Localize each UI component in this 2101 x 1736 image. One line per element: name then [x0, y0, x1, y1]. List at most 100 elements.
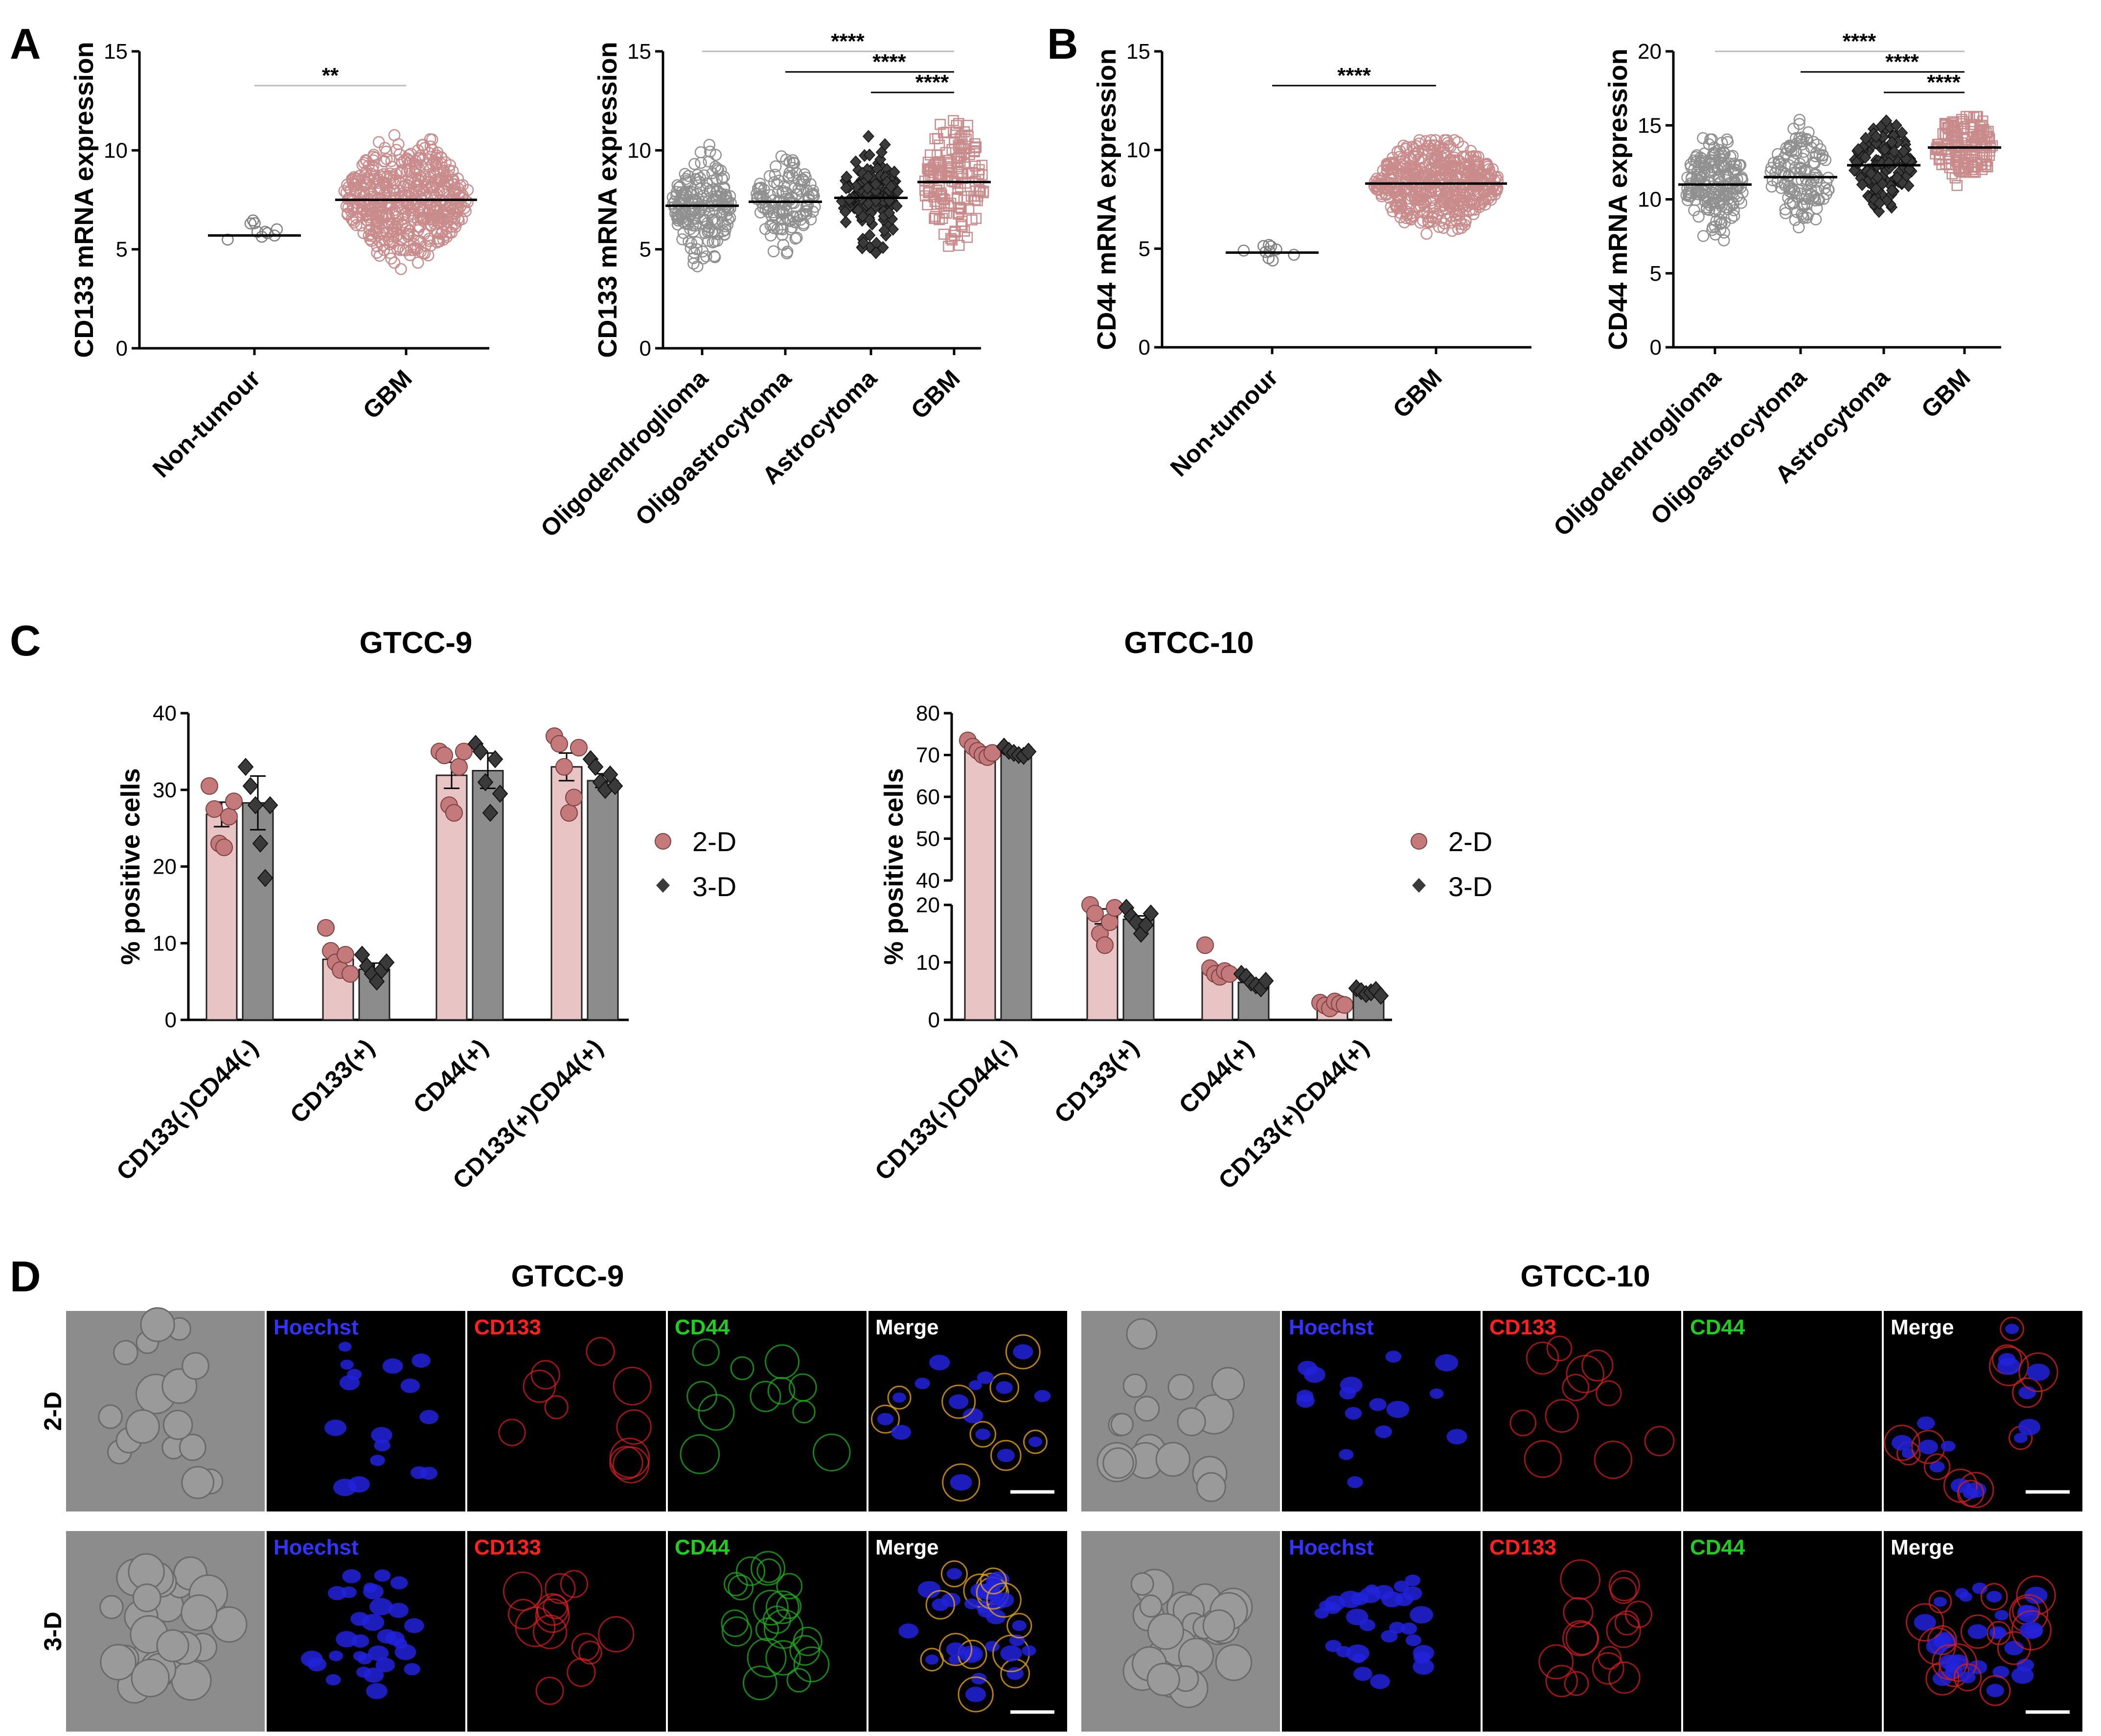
- data-point: [1460, 215, 1472, 228]
- membrane-signal: [786, 1668, 811, 1693]
- micrograph-background: [1282, 1531, 1481, 1732]
- data-point: [341, 179, 353, 191]
- data-point: [780, 154, 793, 166]
- nucleus: [370, 1455, 385, 1466]
- data-point: [1381, 158, 1393, 170]
- membrane-signal: [730, 1356, 754, 1380]
- data-point: [1949, 172, 1961, 184]
- cell-outline: [98, 1404, 123, 1429]
- data-point: [402, 230, 414, 243]
- data-point: [1431, 148, 1443, 160]
- data-point: [1387, 169, 1400, 181]
- data-point: [1968, 166, 1979, 177]
- nucleus: [1891, 1435, 1913, 1451]
- data-point: [1391, 199, 1403, 212]
- data-point: [700, 250, 712, 263]
- data-point: [446, 211, 458, 224]
- data-point: [769, 168, 781, 181]
- micrograph-cd133: CD133: [467, 1311, 666, 1511]
- data-point: [1876, 177, 1889, 191]
- data-point: [1779, 179, 1791, 191]
- membrane-signal: [1596, 1380, 1622, 1406]
- nucleus: [1963, 1488, 1979, 1499]
- cell-outline: [132, 1583, 161, 1612]
- membrane-signal: [544, 1395, 569, 1420]
- data-point: [864, 228, 876, 242]
- data-point: [956, 219, 967, 230]
- x-category-label: Non-tumour: [147, 364, 266, 483]
- data-point: [387, 235, 399, 248]
- data-point: [262, 796, 278, 814]
- data-point: [356, 202, 368, 215]
- data-point: [1425, 162, 1437, 175]
- data-point: [1796, 208, 1808, 221]
- data-point: [1779, 203, 1791, 216]
- nucleus: [1314, 1608, 1329, 1619]
- data-point: [255, 230, 268, 243]
- data-point: [1420, 227, 1433, 240]
- micrograph-cd44: CD44: [1683, 1311, 1882, 1511]
- data-point: [919, 184, 931, 196]
- y-tick-label: 40: [916, 869, 940, 893]
- data-point: [883, 206, 895, 220]
- data-point: [1716, 150, 1729, 162]
- nucleus: [388, 1602, 409, 1618]
- nucleus: [374, 1439, 390, 1452]
- data-point: [1716, 136, 1728, 149]
- merged-signal: [1939, 1643, 1977, 1682]
- nucleus: [1435, 1354, 1459, 1372]
- x-category-label: CD44(+): [1174, 1034, 1259, 1119]
- series-non-tumour: [208, 214, 301, 246]
- data-point: [348, 216, 360, 229]
- nucleus: [1346, 1608, 1369, 1625]
- data-point: [961, 232, 973, 243]
- data-point: [957, 173, 969, 184]
- data-point: [1426, 191, 1439, 204]
- bar: [1000, 752, 1032, 1021]
- data-point: [683, 235, 695, 248]
- data-point: [770, 160, 782, 173]
- merged-signal: [958, 1676, 994, 1713]
- y-tick-label: 10: [153, 931, 177, 955]
- nucleus: [362, 1614, 385, 1631]
- y-tick-label: 50: [916, 827, 940, 851]
- merged-signal: [1980, 1675, 2011, 1706]
- data-point: [942, 155, 953, 166]
- data-point: [368, 170, 381, 182]
- series-gbm: [1928, 111, 2001, 191]
- data-point: [1807, 135, 1820, 148]
- bar-group-3-d: [996, 737, 1037, 1021]
- bar-group-3-d: [1348, 979, 1389, 1021]
- data-point: [680, 189, 692, 201]
- nucleus: [1339, 1449, 1354, 1460]
- data-point: [1932, 143, 1944, 155]
- data-point: [1852, 143, 1864, 156]
- nucleus: [977, 1371, 994, 1384]
- data-point: [919, 190, 931, 202]
- chart-c1-gtcc9-bars: GTCC-9 0 10 20 30 40 % positive cells CD133(-)C…: [111, 626, 736, 1195]
- nucleus: [366, 1683, 388, 1699]
- data-point: [1859, 151, 1872, 164]
- membrane-signal: [1565, 1622, 1599, 1655]
- nucleus: [917, 1581, 941, 1598]
- nucleus: [1022, 1645, 1036, 1656]
- bar-group-3-d: [467, 735, 508, 1021]
- nucleus: [1918, 1440, 1938, 1455]
- data-point: [374, 235, 386, 248]
- nucleus: [1375, 1425, 1392, 1439]
- data-point: [689, 173, 702, 185]
- data-point: [1817, 193, 1830, 205]
- data-point: [1699, 195, 1711, 207]
- x-category-label: Oligodendroglioma: [1548, 363, 1727, 541]
- data-point: [969, 160, 981, 172]
- chart-title: GTCC-10: [1124, 626, 1254, 660]
- data-point: [401, 165, 413, 178]
- data-point: [424, 133, 436, 145]
- micrograph-background: [1483, 1311, 1681, 1511]
- nucleus: [1410, 1606, 1434, 1624]
- data-point: [788, 157, 800, 170]
- merged-signal: [1928, 1590, 1952, 1614]
- data-point: [1793, 221, 1805, 234]
- data-point: [363, 229, 375, 242]
